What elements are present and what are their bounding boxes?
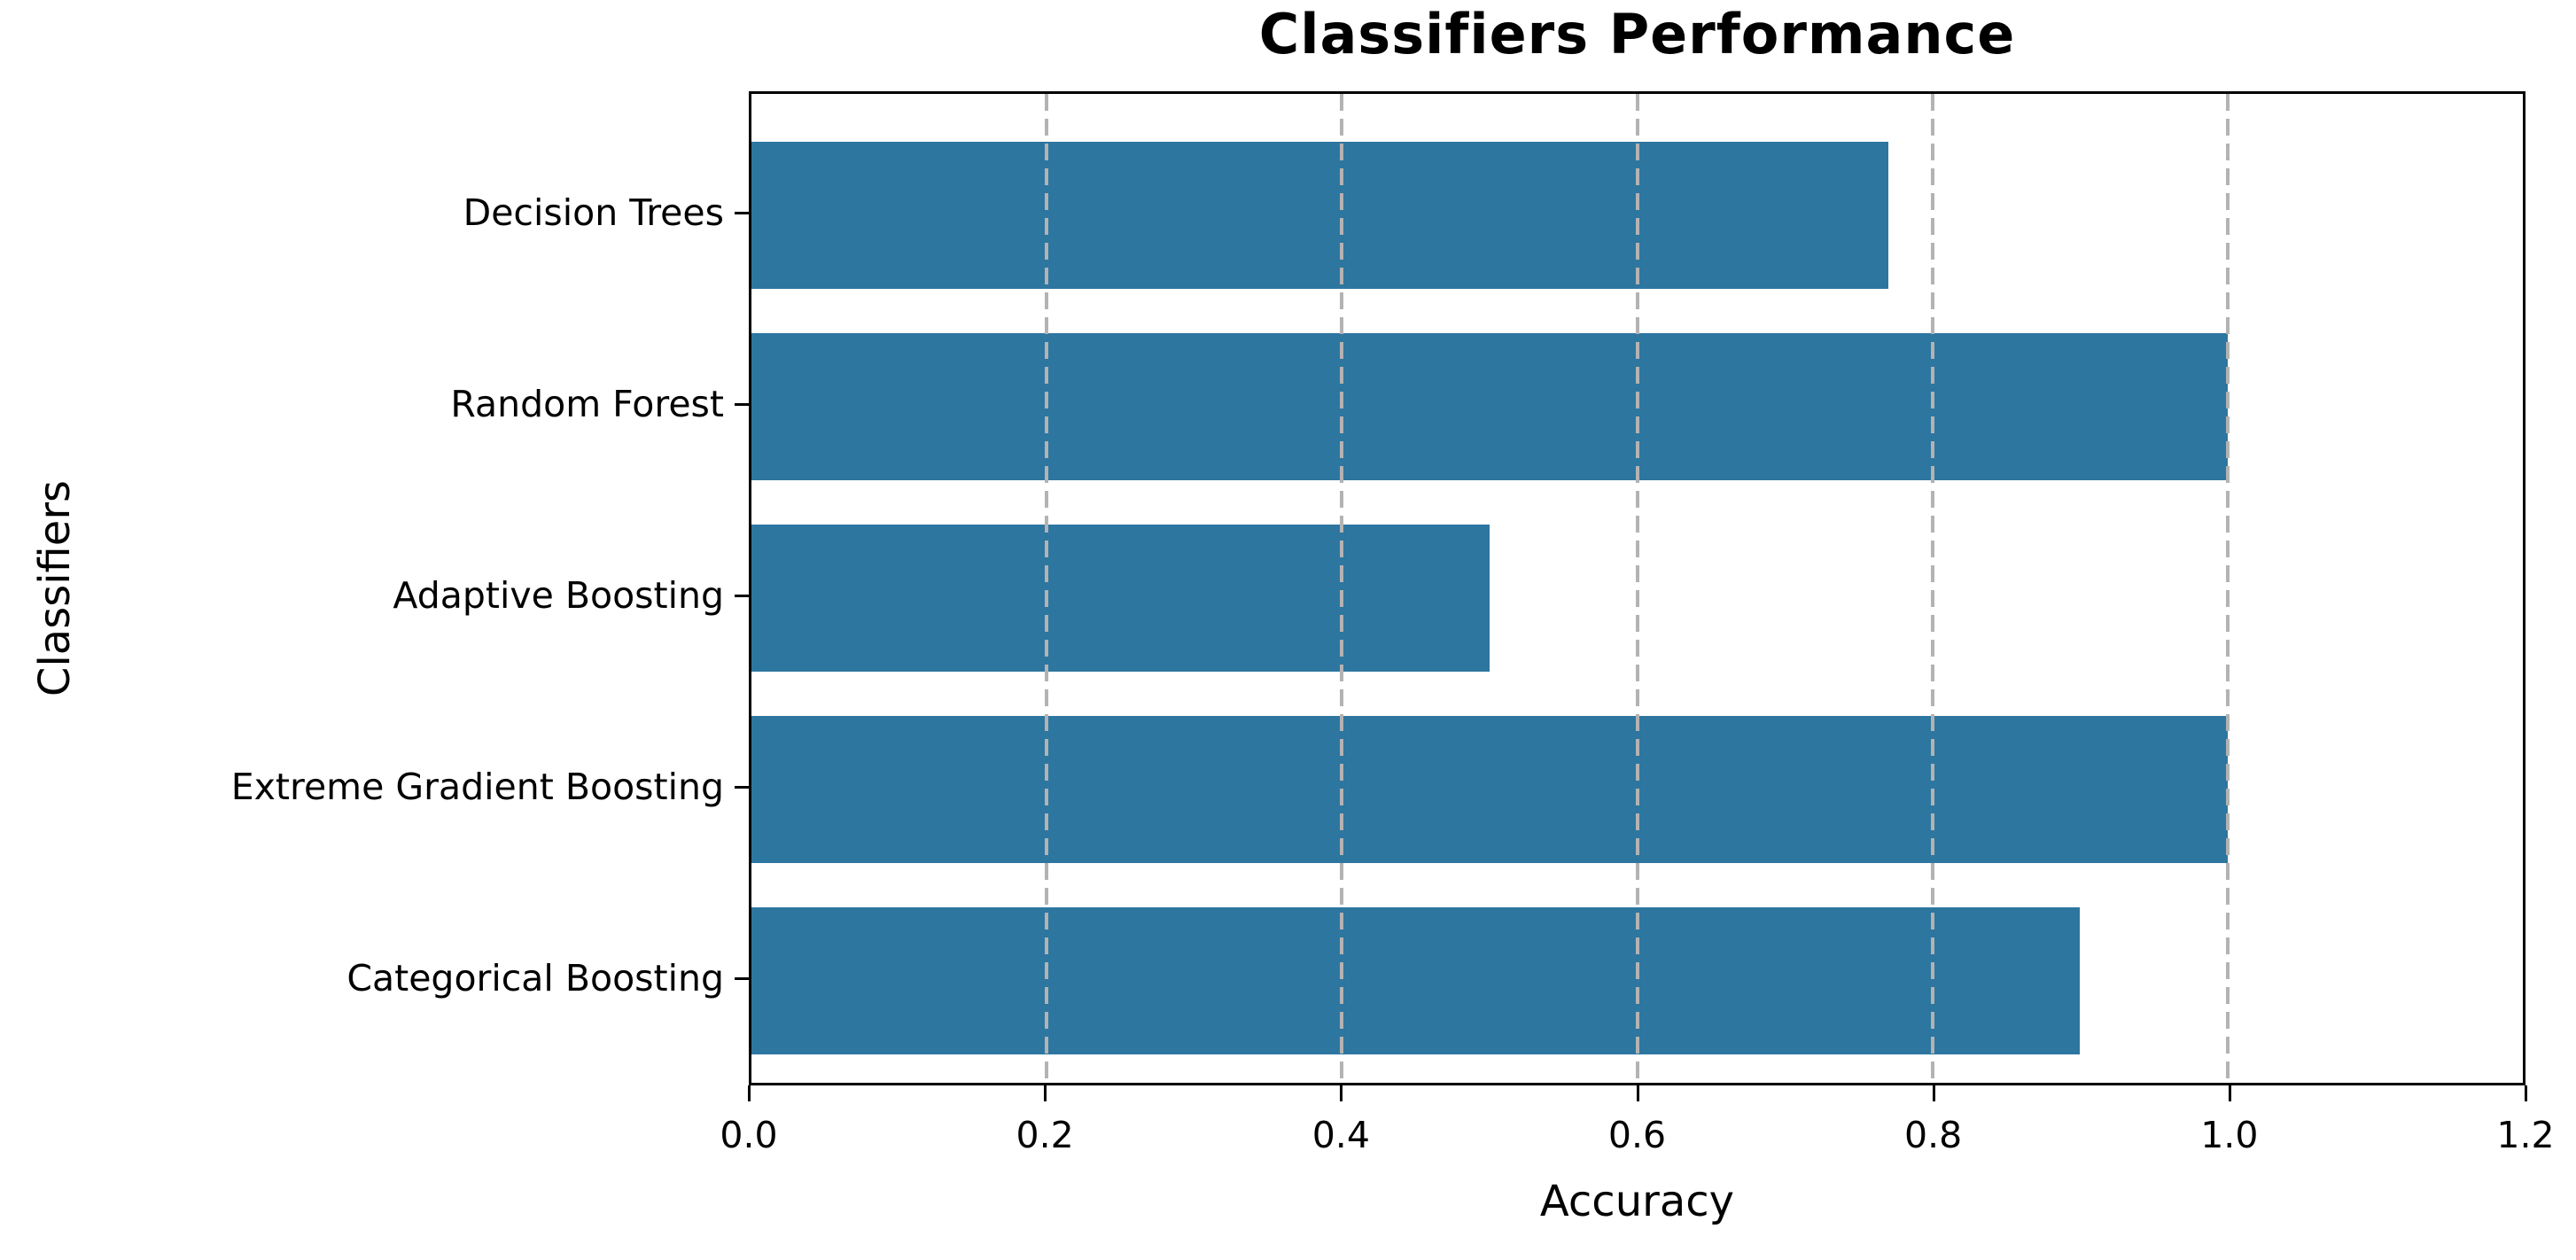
y-tick bbox=[735, 786, 749, 789]
x-tick bbox=[1636, 1085, 1639, 1101]
x-tick-label-0.4: 0.4 bbox=[1311, 1114, 1370, 1156]
gridline-0.6 bbox=[1635, 94, 1639, 1083]
gridline-0.4 bbox=[1340, 94, 1344, 1083]
y-tick bbox=[735, 977, 749, 980]
x-tick bbox=[2228, 1085, 2231, 1101]
x-tick-label-1.2: 1.2 bbox=[2496, 1114, 2555, 1156]
bar-adaptive-boosting bbox=[751, 525, 1490, 672]
x-tick bbox=[1044, 1085, 1047, 1101]
category-label-categorical-boosting: Categorical Boosting bbox=[346, 957, 724, 999]
x-tick-label-0.2: 0.2 bbox=[1016, 1114, 1074, 1156]
plot-area bbox=[749, 91, 2525, 1085]
x-tick-label-0.8: 0.8 bbox=[1904, 1114, 1963, 1156]
bar-random-forest bbox=[751, 333, 2228, 480]
x-tick-label-0.6: 0.6 bbox=[1607, 1114, 1667, 1156]
x-tick-label-1.0: 1.0 bbox=[2200, 1114, 2259, 1156]
bar-decision-trees bbox=[751, 142, 1888, 289]
category-label-adaptive-boosting: Adaptive Boosting bbox=[393, 574, 724, 617]
category-label-decision-trees: Decision Trees bbox=[463, 191, 724, 234]
x-tick bbox=[1340, 1085, 1343, 1101]
bar-categorical-boosting bbox=[751, 907, 2081, 1054]
chart-title: Classifiers Performance bbox=[1258, 2, 2016, 66]
x-tick-label-0.0: 0.0 bbox=[720, 1114, 778, 1156]
gridline-0.8 bbox=[1930, 94, 1934, 1083]
category-label-random-forest: Random Forest bbox=[450, 383, 724, 425]
y-tick bbox=[735, 212, 749, 214]
x-tick bbox=[748, 1085, 751, 1101]
bar-extreme-gradient-boosting bbox=[751, 716, 2228, 863]
gridline-1.0 bbox=[2225, 94, 2230, 1083]
category-label-extreme-gradient-boosting: Extreme Gradient Boosting bbox=[230, 766, 724, 808]
x-tick bbox=[1932, 1085, 1935, 1101]
y-tick bbox=[735, 403, 749, 406]
x-axis-label: Accuracy bbox=[1539, 1177, 1735, 1226]
y-tick bbox=[735, 595, 749, 597]
y-axis-label: Classifiers bbox=[30, 479, 80, 697]
x-tick bbox=[2525, 1085, 2527, 1101]
gridline-0.2 bbox=[1045, 94, 1049, 1083]
